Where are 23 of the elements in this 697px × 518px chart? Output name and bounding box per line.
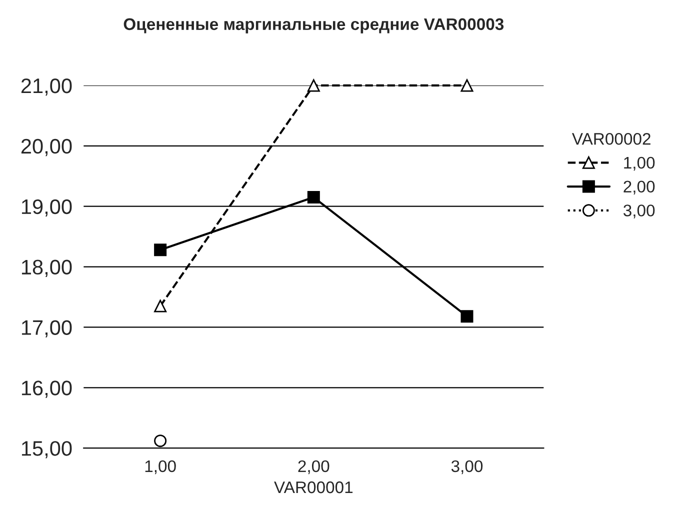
x-axis-title: VAR00001	[274, 481, 353, 494]
point	[154, 300, 167, 312]
chart-title: Оцененные маргинальные средние VAR00003	[124, 18, 504, 34]
point	[460, 310, 474, 323]
y-tick-label: 16,00	[22, 380, 72, 398]
x-tick-label: 2,00	[298, 460, 330, 474]
point	[154, 434, 167, 448]
y-tick-label: 15,00	[22, 441, 72, 458]
legend-label: 3,00	[623, 204, 655, 218]
point	[154, 244, 167, 256]
legend-label: 2,00	[624, 180, 655, 194]
y-tick-label: 20,00	[21, 138, 72, 156]
point	[460, 79, 474, 92]
y-tick-label: 21,00	[21, 78, 72, 96]
point	[307, 79, 320, 92]
y-tick-label: 17,00	[22, 320, 72, 338]
x-tick-label: 1,00	[145, 460, 176, 474]
legend-label: 1,00	[624, 156, 655, 171]
y-tick-label: 19,00	[22, 199, 72, 217]
point	[307, 191, 320, 204]
legend-title: VAR00002	[572, 132, 650, 145]
y-tick-label: 18,00	[22, 260, 72, 277]
x-tick-label: 3,00	[451, 460, 483, 474]
